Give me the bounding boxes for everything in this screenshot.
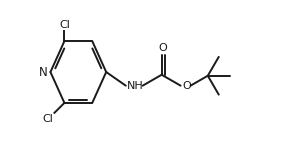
Text: Cl: Cl xyxy=(42,114,53,124)
Text: N: N xyxy=(39,66,47,79)
Text: O: O xyxy=(159,43,168,53)
Text: Cl: Cl xyxy=(59,20,70,30)
Text: NH: NH xyxy=(127,81,143,91)
Text: O: O xyxy=(183,81,191,91)
